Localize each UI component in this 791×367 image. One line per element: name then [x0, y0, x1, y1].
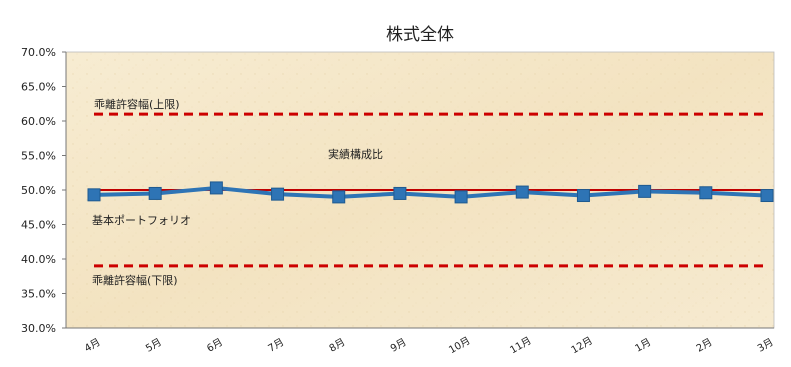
series-actual-point [760, 189, 774, 203]
series-actual-point [576, 189, 590, 203]
y-tick-label: 70.0% [21, 46, 56, 59]
x-tick-label: 2月 [694, 336, 714, 355]
x-tick-label: 12月 [569, 335, 595, 357]
x-tick-label: 10月 [447, 335, 473, 357]
x-tick-label: 4月 [82, 336, 102, 355]
x-tick-label: 11月 [508, 335, 534, 357]
annotation-lower: 乖離許容幅(下限) [92, 273, 178, 287]
y-tick-label: 50.0% [21, 184, 56, 197]
series-actual-point [271, 187, 285, 201]
series-actual-point [209, 181, 223, 195]
series-actual-point [393, 186, 407, 200]
x-tick-label: 5月 [144, 336, 164, 355]
x-tick-label: 3月 [755, 336, 775, 355]
annotation-actual: 実績構成比 [328, 147, 383, 161]
chart-title: 株式全体 [386, 25, 454, 45]
y-tick-label: 40.0% [21, 253, 56, 266]
series-actual-point [638, 184, 652, 198]
annotation-upper: 乖離許容幅(上限) [94, 97, 180, 111]
y-tick-label: 65.0% [21, 81, 56, 94]
series-actual-point [454, 190, 468, 204]
series-actual-point [515, 185, 529, 199]
series-actual-point [699, 186, 713, 200]
x-tick-label: 8月 [327, 336, 347, 355]
y-tick-label: 30.0% [21, 322, 56, 335]
series-actual-point [148, 186, 162, 200]
x-tick-label: 7月 [266, 336, 286, 355]
series-actual-line [93, 185, 768, 199]
x-tick-label: 9月 [388, 336, 408, 355]
y-tick-label: 35.0% [21, 288, 56, 301]
series-actual-point [332, 190, 346, 204]
series-actual-point [87, 188, 101, 202]
y-tick-label: 55.0% [21, 150, 56, 163]
x-tick-label: 6月 [205, 336, 225, 355]
x-tick-label: 1月 [633, 336, 653, 355]
y-tick-label: 60.0% [21, 115, 56, 128]
annotation-basic: 基本ポートフォリオ [92, 213, 191, 227]
y-tick-label: 45.0% [21, 219, 56, 232]
